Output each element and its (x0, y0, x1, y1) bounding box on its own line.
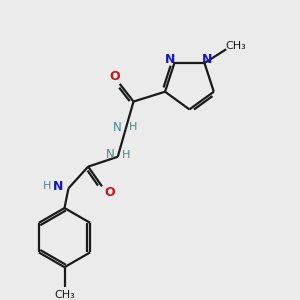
Text: O: O (110, 70, 120, 83)
Text: N: N (106, 148, 114, 161)
Text: N: N (52, 180, 63, 193)
Text: N: N (113, 121, 122, 134)
Text: N: N (202, 52, 213, 66)
Text: H: H (122, 150, 130, 160)
Text: N: N (165, 52, 176, 66)
Text: CH₃: CH₃ (54, 290, 75, 300)
Text: CH₃: CH₃ (226, 41, 246, 51)
Text: O: O (104, 186, 115, 199)
Text: H: H (43, 182, 51, 191)
Text: H: H (129, 122, 138, 132)
